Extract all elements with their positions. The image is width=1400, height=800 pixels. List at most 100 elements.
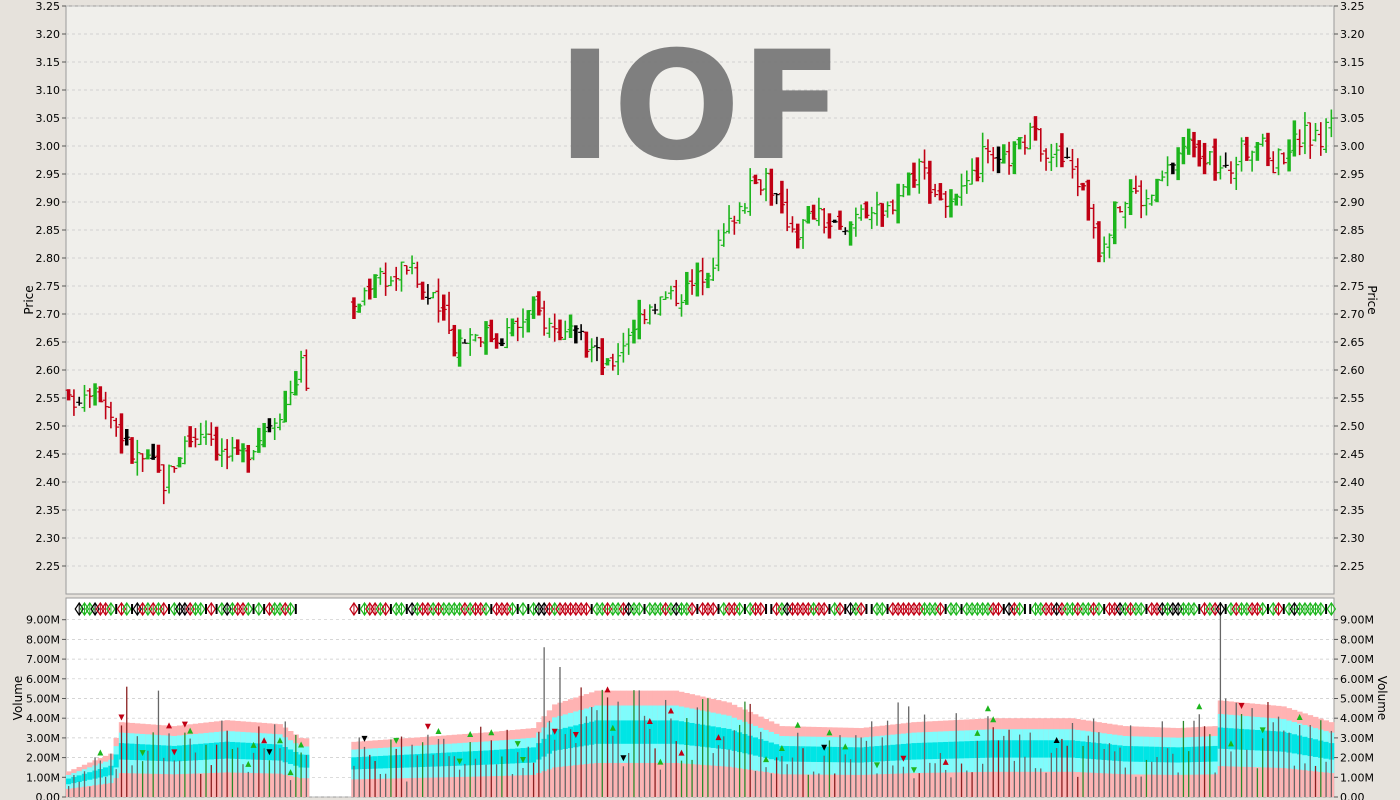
volume-marker-triangle <box>467 731 474 738</box>
volume-marker-triangle <box>572 732 579 739</box>
volume-band-cyan <box>900 733 907 797</box>
price-axis-left: 2.25 2.30 2.35 2.40 2.45 2.50 2.55 2.60 2.65 2.70… <box>36 0 66 573</box>
price-tick-label: 2.30 <box>1340 532 1365 545</box>
price-axis-label-left: Price <box>22 285 36 314</box>
volume-band-teal <box>932 742 939 760</box>
volume-marker-triangle <box>139 750 146 757</box>
price-tick-label: 3.25 <box>1340 0 1365 13</box>
volume-band-cyan <box>129 733 135 797</box>
volume-band-teal <box>1312 739 1319 757</box>
volume-band-cyan <box>752 725 759 797</box>
volume-marker-triangle <box>826 729 833 736</box>
volume-marker-triangle <box>763 756 770 763</box>
volume-band-teal <box>620 720 627 744</box>
price-tick-label: 2.65 <box>36 336 61 349</box>
volume-marker-triangle <box>778 745 785 752</box>
volume-band-teal <box>958 741 965 759</box>
volume-band-teal <box>351 757 357 770</box>
volume-tick-label: 3.00M <box>1340 732 1374 745</box>
volume-band-cyan <box>1254 716 1261 797</box>
volume-band-teal <box>245 742 252 760</box>
volume-axis-left: 0.00 1.00M 2.00M 3.00M 4.00M 5.00M 6.00M 7.00M 8… <box>26 614 66 800</box>
volume-marker-triangle <box>435 727 442 734</box>
volume-band-teal <box>779 745 785 762</box>
volume-band-teal <box>1175 747 1182 763</box>
volume-band-cyan <box>509 739 516 797</box>
volume-marker-triangle <box>361 735 368 742</box>
volume-band-teal <box>710 726 717 748</box>
volume-band-cyan <box>87 767 93 797</box>
volume-tick-label: 3.00M <box>26 732 60 745</box>
volume-band-cyan <box>1133 736 1139 797</box>
volume-marker-triangle <box>266 749 273 756</box>
volume-band-teal <box>1043 740 1049 758</box>
volume-marker-triangle <box>1259 727 1266 734</box>
volume-marker-triangle <box>1227 740 1234 747</box>
volume-band-teal <box>509 748 516 764</box>
volume-band-teal <box>752 737 759 756</box>
volume-band-teal <box>911 743 917 760</box>
volume-marker-triangle <box>250 741 257 748</box>
price-tick-label: 3.05 <box>36 112 61 125</box>
volume-band-cyan <box>768 731 775 797</box>
volume-band-teal <box>176 745 183 762</box>
volume-marker-triangle <box>984 705 991 712</box>
volume-band-teal <box>916 742 923 760</box>
price-tick-label: 2.60 <box>36 364 61 377</box>
volume-band-teal <box>847 747 854 763</box>
volume-band-cyan <box>948 731 954 797</box>
volume-tick-label: 0.00 <box>36 791 61 800</box>
volume-band-cyan <box>805 736 812 797</box>
volume-tick-label: 7.00M <box>26 653 60 666</box>
volume-band-cyan <box>287 740 294 797</box>
volume-tick-label: 6.00M <box>1340 673 1374 686</box>
volume-band-teal <box>964 741 970 759</box>
volume-band-teal <box>948 741 954 759</box>
volume-band-teal <box>890 744 896 761</box>
volume-band-teal <box>657 720 664 744</box>
volume-tick-label: 9.00M <box>26 614 60 627</box>
volume-marker-triangle <box>181 721 188 728</box>
volume-band-teal <box>927 742 933 760</box>
volume-band-teal <box>377 755 384 769</box>
volume-band-cyan <box>1302 725 1308 797</box>
volume-tick-label: 0.00 <box>1340 791 1365 800</box>
volume-band-teal <box>1291 734 1298 754</box>
volume-band-cyan <box>520 738 526 797</box>
signal-diamond-strip <box>74 601 1337 617</box>
price-tick-label: 2.95 <box>36 168 61 181</box>
volume-marker-triangle <box>1196 703 1203 710</box>
volume-marker-triangle <box>1296 714 1303 721</box>
volume-marker-triangle <box>667 707 674 714</box>
volume-band-teal <box>1228 728 1234 750</box>
volume-marker-triangle <box>551 728 558 735</box>
volume-marker-triangle <box>715 734 722 741</box>
volume-band-cyan <box>1043 729 1049 797</box>
volume-marker-triangle <box>900 755 907 762</box>
volume-marker-triangle <box>261 737 268 744</box>
price-axis-label-right: Price <box>1365 285 1379 314</box>
volume-band-teal <box>472 751 479 766</box>
volume-tick-label: 7.00M <box>1340 653 1374 666</box>
volume-band-teal <box>87 772 93 780</box>
volume-marker-triangle <box>287 769 294 776</box>
volume-band-cyan <box>1212 736 1219 797</box>
volume-band-teal <box>1212 745 1219 762</box>
volume-marker-triangle <box>609 724 616 731</box>
volume-axis-right: 0.00 1.00M 2.00M 3.00M 4.00M 5.00M 6.00M 7.00M 8… <box>1334 614 1374 800</box>
volume-band-cyan <box>1075 729 1081 797</box>
volume-band-cyan <box>832 737 838 797</box>
volume-band-cyan <box>1312 728 1319 797</box>
volume-band-cyan <box>964 730 970 797</box>
volume-band-teal <box>773 744 780 761</box>
volume-band-teal <box>76 775 83 782</box>
price-tick-label: 3.00 <box>1340 140 1365 153</box>
price-tick-label: 2.90 <box>36 196 61 209</box>
price-tick-label: 3.15 <box>1340 56 1365 69</box>
volume-band-cyan <box>689 708 696 797</box>
volume-band-teal <box>192 744 199 761</box>
volume-band-cyan <box>1032 729 1039 797</box>
volume-band-teal <box>626 720 632 744</box>
volume-band-cyan <box>911 732 917 797</box>
volume-axis-label-left: Volume <box>11 676 25 721</box>
